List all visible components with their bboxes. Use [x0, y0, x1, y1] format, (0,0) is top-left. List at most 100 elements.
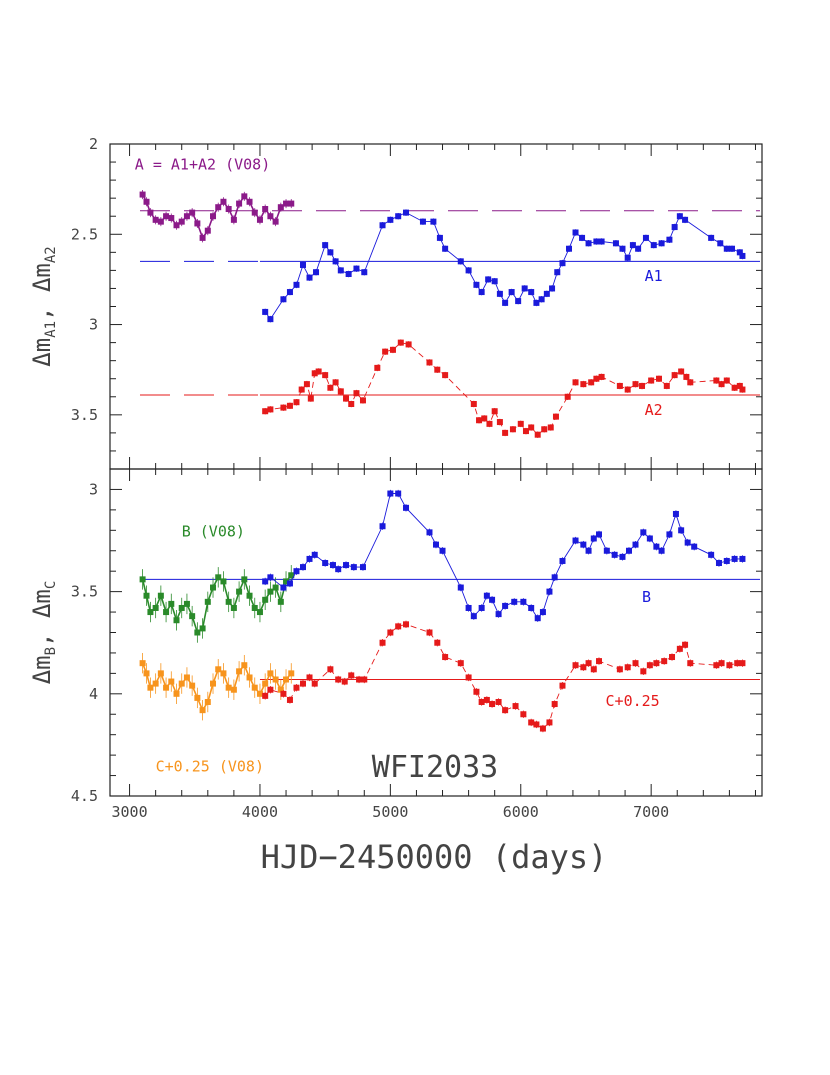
data-point — [262, 308, 269, 315]
data-point — [251, 604, 258, 611]
data-point — [246, 198, 253, 205]
data-point — [491, 408, 498, 415]
data-point — [168, 678, 175, 685]
data-point — [585, 660, 592, 667]
data-point — [293, 684, 300, 691]
data-point — [478, 289, 485, 296]
data-point — [215, 574, 222, 581]
data-point — [736, 249, 743, 256]
data-point — [473, 281, 480, 288]
data-point — [280, 296, 287, 303]
data-point — [322, 372, 329, 379]
data-point — [157, 592, 164, 599]
data-point — [619, 553, 626, 560]
data-point — [387, 216, 394, 223]
data-point — [442, 372, 449, 379]
y-axis-title-part: , Δm — [28, 589, 56, 647]
data-point — [313, 269, 320, 276]
data-point — [572, 229, 579, 236]
data-point — [520, 711, 527, 718]
data-point — [157, 218, 164, 225]
data-point — [272, 218, 279, 225]
data-point — [598, 238, 605, 245]
data-point — [547, 424, 554, 431]
data-point — [225, 684, 232, 691]
y-axis-title-part: C — [43, 581, 59, 589]
series-label: C+0.25 (V08) — [156, 757, 264, 775]
data-point — [345, 271, 352, 277]
data-point — [682, 216, 689, 223]
data-point — [163, 684, 170, 691]
data-point — [528, 604, 535, 611]
data-point — [267, 316, 274, 323]
y-tick-label: 2.5 — [71, 225, 98, 243]
data-point — [713, 662, 720, 669]
data-point — [640, 529, 647, 536]
data-point — [538, 296, 545, 303]
data-point — [143, 198, 150, 205]
series-c-0-25-v08- — [139, 652, 295, 721]
data-point — [225, 598, 232, 605]
data-point — [335, 676, 342, 683]
data-point — [483, 592, 490, 599]
data-point — [306, 674, 313, 681]
data-point — [262, 206, 269, 212]
data-point — [204, 598, 211, 605]
data-point — [650, 242, 657, 249]
data-point — [678, 527, 685, 534]
data-point — [559, 682, 566, 689]
data-point — [489, 701, 496, 708]
data-point — [215, 204, 222, 211]
data-point — [194, 694, 201, 701]
data-point — [379, 523, 386, 530]
data-point — [653, 660, 660, 667]
data-point — [509, 426, 516, 433]
data-point — [288, 200, 295, 207]
data-point — [546, 719, 553, 726]
data-point — [496, 290, 503, 297]
data-point — [286, 696, 293, 703]
y-tick-label: 3 — [89, 316, 98, 334]
data-point — [210, 213, 217, 220]
series-label: A1 — [645, 267, 663, 285]
data-point — [356, 676, 363, 683]
data-point — [572, 379, 579, 386]
data-point — [230, 686, 237, 693]
data-point — [327, 249, 334, 256]
data-point — [588, 379, 595, 386]
data-point — [715, 560, 722, 567]
data-point — [147, 684, 154, 691]
data-point — [470, 613, 477, 620]
data-point — [559, 557, 566, 564]
y-tick-label: 2 — [89, 135, 98, 153]
data-point — [379, 222, 386, 229]
y-axis-title-part: B — [43, 647, 59, 655]
data-point — [277, 204, 284, 211]
series-a2 — [262, 339, 746, 438]
data-point — [640, 668, 647, 675]
data-point — [661, 658, 668, 665]
data-point — [139, 576, 146, 583]
data-point — [262, 596, 269, 603]
data-point — [267, 670, 274, 677]
data-point — [723, 557, 730, 564]
y-tick-label: 3.5 — [71, 583, 98, 601]
data-point — [517, 420, 524, 427]
data-point — [642, 234, 649, 241]
data-point — [439, 547, 446, 554]
data-point — [210, 584, 217, 591]
data-point — [389, 346, 396, 353]
data-point — [683, 373, 690, 380]
data-point — [684, 539, 691, 546]
data-point — [283, 200, 290, 207]
data-point — [624, 254, 631, 261]
data-point — [520, 598, 527, 605]
data-point — [566, 245, 573, 252]
data-point — [723, 377, 730, 384]
y-axis-title-part: Δm — [28, 338, 56, 367]
data-point — [616, 382, 623, 389]
data-point — [178, 680, 185, 687]
data-point — [139, 191, 146, 198]
panel-frame — [109, 143, 763, 470]
